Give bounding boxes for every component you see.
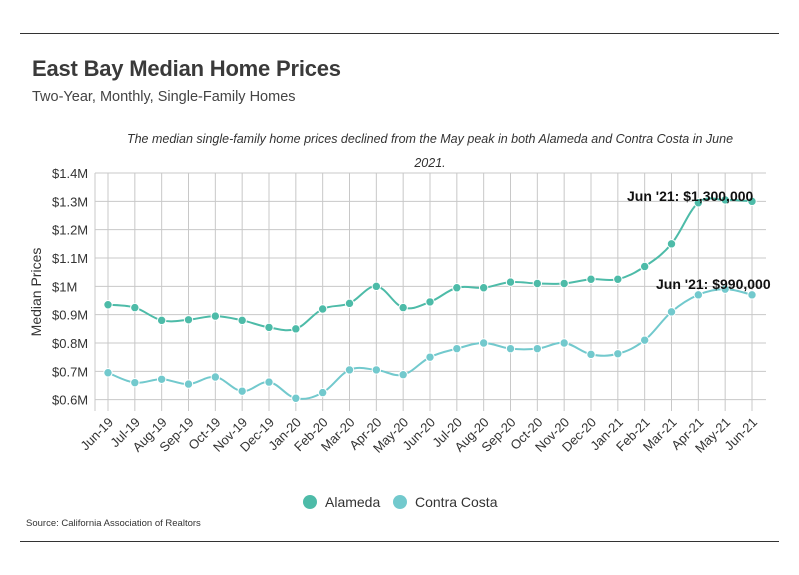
- contra-costa-point: [103, 368, 113, 378]
- alameda-point: [559, 278, 569, 289]
- contra-costa-point: [156, 374, 167, 384]
- source-note: Source: California Association of Realto…: [26, 518, 201, 529]
- contra-costa-point: [183, 379, 194, 389]
- legend-contra-costa-marker: [393, 495, 407, 509]
- contra-costa-point: [344, 365, 355, 375]
- contra-costa-point: [452, 343, 462, 354]
- y-tick-label: $1.3M: [52, 194, 88, 209]
- chart-title: East Bay Median Home Prices: [32, 56, 341, 81]
- contra-costa-point: [532, 343, 543, 354]
- alameda-point: [130, 302, 140, 313]
- chart-annotation: The median single-family home prices dec…: [126, 132, 734, 170]
- alameda-point: [425, 297, 435, 307]
- bottom-rule: [20, 541, 779, 542]
- alameda-point: [317, 304, 328, 314]
- contra-costa-point: [478, 338, 489, 348]
- contra-costa-point: [317, 387, 328, 398]
- alameda-point: [398, 302, 408, 313]
- alameda-point: [666, 239, 677, 249]
- contra-costa-point: [505, 343, 516, 354]
- alameda-point: [693, 198, 704, 208]
- contra-costa-point: [720, 284, 730, 294]
- contra-costa-point: [747, 290, 757, 300]
- alameda-point: [156, 315, 167, 326]
- contra-costa-callout: Jun '21: $990,000: [656, 276, 771, 292]
- y-tick-label: $0.7M: [52, 364, 88, 379]
- top-rule: [20, 33, 779, 34]
- contra-costa-point: [371, 365, 382, 375]
- alameda-point: [452, 283, 462, 293]
- contra-costa-point: [130, 377, 140, 388]
- contra-costa-point: [559, 338, 569, 348]
- y-tick-label: $0.9M: [52, 308, 88, 323]
- alameda-point: [183, 315, 194, 325]
- alameda-point: [291, 324, 301, 334]
- contra-costa-point: [237, 386, 247, 396]
- alameda-point: [532, 278, 543, 289]
- legend-contra-costa-label: Contra Costa: [415, 494, 498, 510]
- alameda-point: [639, 261, 650, 272]
- y-tick-label: $0.6M: [52, 393, 88, 408]
- y-axis-title: Median Prices: [28, 248, 44, 337]
- y-tick-label: $1.1M: [52, 251, 88, 266]
- alameda-point: [371, 281, 382, 292]
- y-tick-label: $1M: [52, 279, 77, 294]
- contra-costa-point: [398, 370, 408, 380]
- alameda-point: [264, 322, 274, 333]
- alameda-point: [210, 311, 221, 321]
- alameda-point: [344, 298, 355, 309]
- alameda-point: [237, 315, 247, 326]
- y-tick-label: $1.4M: [52, 166, 88, 181]
- contra-costa-point: [264, 377, 274, 387]
- alameda-point: [103, 300, 113, 310]
- contra-costa-point: [291, 393, 301, 403]
- contra-costa-point: [425, 352, 435, 362]
- y-tick-label: $1.2M: [52, 223, 88, 238]
- alameda-point: [505, 277, 516, 287]
- x-tick-label: Jun-19: [77, 415, 116, 454]
- contra-costa-point: [639, 335, 650, 345]
- legend-alameda-label: Alameda: [325, 494, 380, 510]
- chart-subtitle: Two-Year, Monthly, Single-Family Homes: [32, 89, 296, 105]
- alameda-callout: Jun '21: $1,300,000: [627, 188, 754, 204]
- contra-costa-point: [613, 349, 623, 359]
- alameda-point: [613, 274, 623, 284]
- contra-costa-point: [210, 372, 221, 382]
- alameda-point: [720, 195, 730, 205]
- alameda-point: [747, 196, 757, 207]
- contra-costa-point: [586, 349, 596, 360]
- y-tick-label: $0.8M: [52, 336, 88, 351]
- contra-costa-point: [693, 290, 704, 300]
- legend-alameda-marker: [303, 495, 317, 509]
- contra-costa-point: [666, 307, 677, 317]
- alameda-point: [586, 274, 596, 284]
- alameda-point: [478, 283, 489, 293]
